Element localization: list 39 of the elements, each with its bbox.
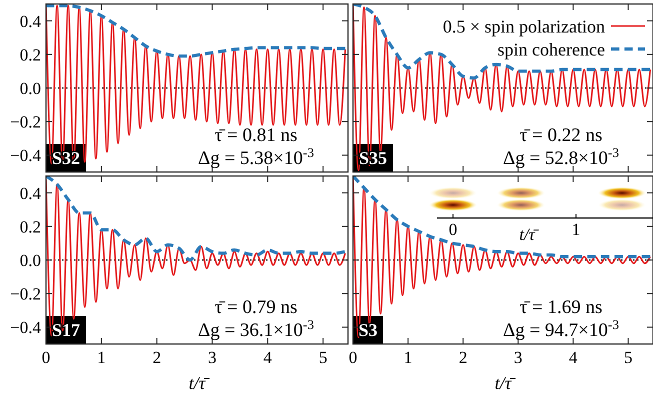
y-tick-label: 0.0 (20, 78, 41, 98)
annotation: S3 (358, 320, 378, 340)
annotation: τ̄ = 0.81 ns (214, 125, 298, 146)
x-axis-title: t/τ̄ (188, 373, 210, 393)
y-tick-label: −0.4 (10, 318, 42, 338)
y-tick-label: −0.2 (10, 112, 41, 132)
y-tick-label: −0.2 (10, 284, 41, 304)
x-tick-label: 2 (458, 348, 468, 367)
x-tick-label: 4 (568, 348, 578, 367)
x-tick-label: 3 (514, 348, 522, 367)
annotation: Δg = 94.7×10$^{-3}$ (503, 316, 620, 341)
legend-label: 0.5 × spin polarization (442, 16, 605, 36)
annotation: Δg = 5.38×10$^{-3}$ (198, 144, 314, 169)
y-tick-label: 0.2 (20, 45, 41, 64)
x-tick-label: 0 (348, 348, 358, 367)
y-tick-label: 0.2 (20, 217, 41, 236)
y-tick-label: −0.4 (10, 146, 42, 166)
annotation: t/τ̄ (519, 225, 540, 244)
y-tick-label: 0.0 (20, 250, 41, 270)
x-tick-label: 2 (152, 348, 162, 367)
y-tick-label: 0.4 (20, 12, 42, 31)
x-tick-label: 1 (97, 348, 106, 367)
x-tick-label: 5 (624, 348, 632, 367)
annotation: τ̄ = 0.79 ns (214, 297, 298, 318)
annotation: τ̄ = 0.22 ns (520, 125, 602, 146)
y-tick-label: 0.4 (20, 184, 42, 203)
annotation: 1 (572, 220, 580, 239)
x-tick-label: 0 (42, 348, 50, 367)
annotation: τ̄ = 1.69 ns (520, 297, 602, 318)
annotation: Δg = 52.8×10$^{-3}$ (503, 144, 620, 169)
x-axis-title: t/τ̄ (494, 373, 516, 393)
x-tick-label: 1 (404, 348, 412, 367)
annotation: Δg = 36.1×10$^{-3}$ (198, 316, 314, 341)
annotation: 0 (448, 220, 458, 239)
legend-label: spin coherence (498, 39, 606, 60)
x-tick-label: 5 (318, 348, 328, 367)
x-tick-label: 4 (263, 348, 272, 367)
x-tick-label: 3 (208, 348, 216, 367)
annotation: S17 (52, 320, 80, 340)
